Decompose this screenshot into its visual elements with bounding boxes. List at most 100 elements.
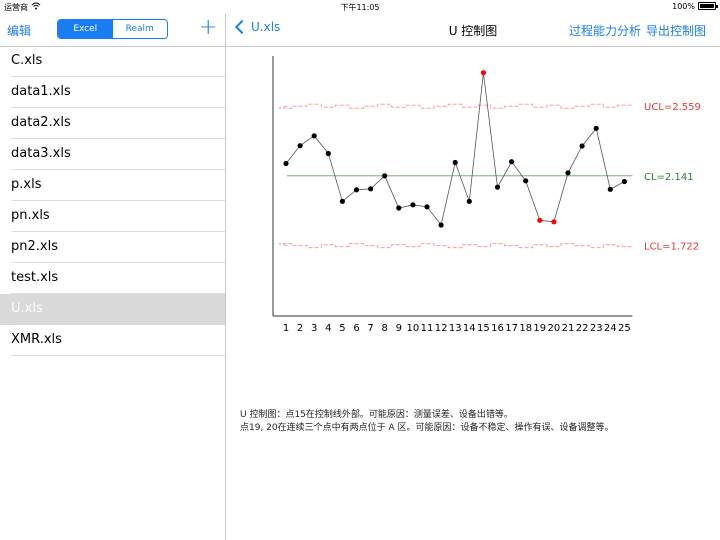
- x-tick-label: 2: [297, 323, 303, 334]
- x-tick-label: 8: [382, 323, 388, 334]
- out-of-control-point: [551, 219, 557, 225]
- wifi-icon: [31, 2, 41, 12]
- file-list-item[interactable]: C.xls: [0, 46, 225, 77]
- file-list: C.xls data1.xls data2.xls data3.xls p.xls pn.…: [0, 46, 225, 356]
- data-point: [621, 178, 627, 185]
- x-tick-label: 11: [421, 323, 434, 334]
- x-tick-label: 1: [283, 323, 289, 334]
- x-tick-label: 7: [367, 323, 373, 334]
- edit-button[interactable]: 编辑: [7, 24, 32, 38]
- file-list-item[interactable]: data2.xls: [0, 108, 225, 139]
- file-list-item[interactable]: pn2.xls: [0, 232, 225, 263]
- series-line: [285, 72, 625, 226]
- x-tick-label: 13: [449, 323, 462, 334]
- x-tick-label: 17: [505, 323, 518, 334]
- x-tick-label: 18: [519, 323, 532, 334]
- x-tick-label: 4: [325, 323, 331, 334]
- page-title: U 控制图: [448, 24, 498, 38]
- data-point: [396, 205, 402, 211]
- note-line-2: 点19, 20在连续三个点中有两点位于 A 区。可能原因：设备不稳定、操作有误、…: [240, 423, 614, 433]
- data-point: [368, 186, 374, 192]
- file-name-label: data3.xls: [11, 146, 71, 161]
- capability-analysis-button[interactable]: 过程能力分析: [569, 24, 642, 38]
- detail-nav-bar: U.xls U 控制图 过程能力分析 导出控制图: [226, 14, 720, 47]
- data-point: [311, 133, 317, 139]
- out-of-control-point: [480, 70, 486, 76]
- x-tick-label: 5: [339, 323, 345, 334]
- battery-icon: [698, 2, 718, 10]
- back-button-label: U.xls: [251, 20, 281, 34]
- back-button[interactable]: U.xls: [234, 19, 281, 35]
- data-point: [509, 159, 515, 165]
- pane-divider: [225, 14, 226, 540]
- file-name-label: XMR.xls: [11, 332, 62, 347]
- data-point: [339, 198, 345, 204]
- file-name-label: test.xls: [11, 270, 59, 285]
- file-list-item[interactable]: p.xls: [0, 170, 225, 201]
- sidebar-nav-bar: 编辑 Excel Realm +: [0, 14, 225, 47]
- x-tick-label: 6: [353, 323, 359, 334]
- out-of-control-point: [537, 217, 543, 223]
- cl-label: CL=2.141: [644, 172, 694, 183]
- add-icon[interactable]: +: [199, 15, 218, 40]
- x-tick-label: 22: [576, 323, 589, 334]
- data-point: [325, 150, 331, 157]
- data-point: [607, 186, 613, 192]
- source-segmented-control: Excel Realm: [57, 19, 168, 39]
- segment-realm[interactable]: Realm: [112, 20, 167, 38]
- x-tick-label: 16: [491, 323, 504, 334]
- data-point: [424, 204, 430, 210]
- file-sidebar: 编辑 Excel Realm + C.xls data1.xls data2.xls…: [0, 14, 225, 540]
- data-point: [382, 173, 388, 179]
- file-list-item[interactable]: XMR.xls: [0, 325, 225, 356]
- x-tick-label: 10: [407, 323, 420, 334]
- data-point: [452, 159, 458, 166]
- ucl-line: [278, 103, 633, 109]
- data-point: [297, 143, 303, 149]
- file-name-label: p.xls: [11, 177, 42, 192]
- data-point: [579, 143, 585, 149]
- data-point: [565, 170, 571, 176]
- export-chart-button[interactable]: 导出控制图: [646, 24, 707, 38]
- data-point: [438, 222, 444, 228]
- battery-indicator: 100%: [672, 2, 718, 11]
- file-name-label: U.xls: [11, 301, 43, 316]
- segment-excel[interactable]: Excel: [58, 20, 113, 38]
- file-list-item[interactable]: pn.xls: [0, 201, 225, 232]
- x-tick-label: 23: [590, 323, 603, 334]
- data-point: [523, 178, 529, 184]
- file-name-label: data2.xls: [11, 115, 71, 130]
- data-point: [353, 187, 360, 193]
- note-line-1: U 控制图：点15在控制线外部。可能原因：测量误差、设备出错等。: [240, 410, 513, 420]
- x-tick-label: 20: [548, 323, 561, 334]
- lcl-line: [278, 243, 633, 249]
- file-list-item[interactable]: data3.xls: [0, 139, 225, 170]
- x-tick-label: 3: [311, 323, 317, 334]
- data-point: [466, 198, 472, 204]
- file-name-label: data1.xls: [11, 84, 71, 99]
- carrier-label: 运营商: [4, 3, 28, 12]
- file-list-item[interactable]: U.xls: [0, 294, 225, 325]
- x-tick-label: 9: [396, 323, 402, 334]
- file-list-item[interactable]: test.xls: [0, 263, 225, 294]
- file-name-label: C.xls: [11, 53, 43, 68]
- data-point: [410, 202, 416, 208]
- status-time: 下午11:05: [340, 3, 380, 12]
- x-tick-label: 24: [604, 323, 617, 334]
- ucl-label: UCL=2.559: [644, 102, 701, 113]
- x-tick-label: 15: [477, 323, 490, 334]
- file-name-label: pn2.xls: [11, 239, 58, 254]
- x-tick-label: 14: [463, 323, 476, 334]
- data-point: [593, 125, 599, 131]
- file-list-item[interactable]: data1.xls: [0, 77, 225, 108]
- x-tick-label: 25: [618, 323, 631, 334]
- analysis-notes: U 控制图：点15在控制线外部。可能原因：测量误差、设备出错等。 点19, 20…: [240, 409, 614, 435]
- status-bar: 运营商 下午11:05 100%: [0, 0, 720, 14]
- lcl-label: LCL=1.722: [644, 242, 699, 253]
- battery-percent: 100%: [672, 2, 695, 11]
- x-tick-label: 19: [533, 323, 546, 334]
- x-tick-label: 12: [435, 323, 448, 334]
- data-point: [494, 184, 501, 190]
- data-point: [283, 160, 289, 167]
